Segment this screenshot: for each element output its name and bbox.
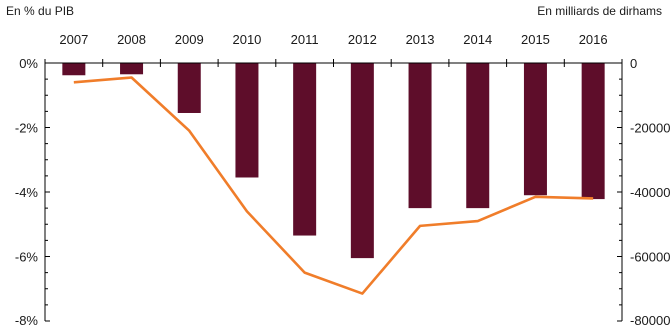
bar: [466, 63, 490, 209]
right-tick-label: 0: [630, 56, 637, 71]
x-tick-label: 2014: [463, 32, 492, 47]
x-tick-label: 2016: [579, 32, 608, 47]
x-tick-label: 2013: [406, 32, 435, 47]
bar: [120, 63, 144, 75]
right-tick-label: -60000: [630, 250, 670, 265]
x-tick-label: 2015: [521, 32, 550, 47]
left-tick-label: 0%: [19, 56, 38, 71]
x-tick-label: 2007: [59, 32, 88, 47]
bar: [293, 63, 317, 236]
right-axis-title: En milliards de dirhams: [537, 4, 662, 18]
right-tick-label: -40000: [630, 185, 670, 200]
x-tick-label: 2011: [291, 32, 319, 47]
line-series: [73, 76, 594, 295]
x-tick-label: 2008: [117, 32, 146, 47]
left-tick-label: -2%: [15, 121, 39, 136]
bar: [523, 63, 547, 196]
left-tick-label: -8%: [15, 313, 39, 328]
bar: [408, 63, 432, 209]
bar: [581, 63, 605, 200]
left-axis-title: En % du PIB: [6, 4, 74, 18]
right-tick-label: -80000: [630, 313, 670, 328]
right-tick-label: -20000: [630, 121, 670, 136]
bar: [177, 63, 201, 113]
left-tick-label: -4%: [15, 185, 39, 200]
bar: [235, 63, 259, 178]
x-tick-label: 2010: [232, 32, 261, 47]
left-tick-label: -6%: [15, 250, 39, 265]
bar: [350, 63, 374, 259]
bar: [62, 63, 86, 76]
x-tick-label: 2009: [175, 32, 204, 47]
x-tick-label: 2012: [348, 32, 377, 47]
